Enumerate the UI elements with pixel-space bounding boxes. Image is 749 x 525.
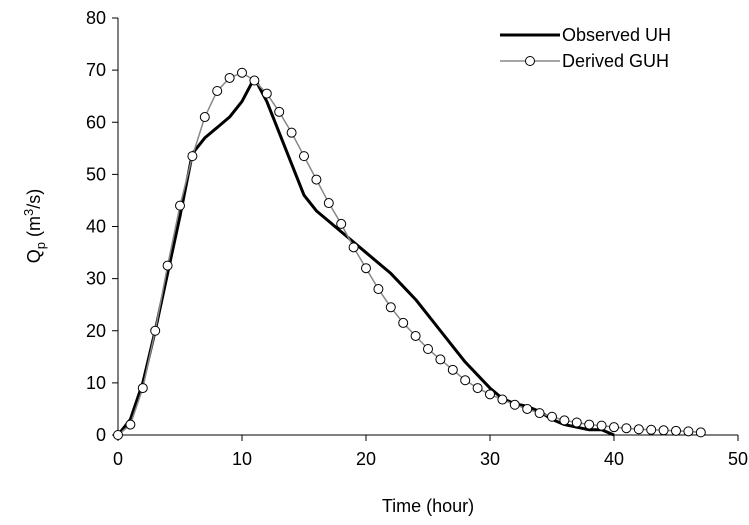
data-point bbox=[212, 85, 223, 96]
data-point bbox=[373, 284, 384, 295]
y-label-sub: p bbox=[33, 242, 48, 249]
y-label-part: /s) bbox=[24, 189, 44, 209]
data-point bbox=[150, 325, 161, 336]
data-point bbox=[249, 75, 260, 86]
data-point bbox=[237, 67, 247, 78]
data-point bbox=[621, 423, 632, 434]
x-tick-label: 20 bbox=[356, 449, 376, 469]
data-point bbox=[509, 399, 520, 410]
x-tick-label: 10 bbox=[232, 449, 252, 469]
y-tick-label: 80 bbox=[86, 8, 106, 28]
data-point bbox=[398, 317, 409, 328]
data-point bbox=[286, 127, 297, 138]
data-point bbox=[596, 420, 607, 431]
legend-label: Observed UH bbox=[562, 25, 671, 45]
y-tick-label: 40 bbox=[86, 217, 106, 237]
x-tick-label: 0 bbox=[113, 449, 123, 469]
x-tick-label: 50 bbox=[728, 449, 748, 469]
data-point bbox=[348, 242, 359, 253]
series-line bbox=[116, 76, 615, 437]
data-point bbox=[224, 72, 235, 83]
legend-marker bbox=[525, 56, 535, 66]
x-axis-label: Time (hour) bbox=[382, 496, 474, 516]
data-point bbox=[646, 424, 657, 435]
data-point bbox=[609, 422, 619, 433]
data-point bbox=[485, 389, 495, 400]
data-point bbox=[547, 411, 557, 422]
data-point bbox=[534, 408, 545, 419]
y-tick-label: 70 bbox=[86, 60, 106, 80]
y-tick-label: 30 bbox=[86, 269, 106, 289]
data-point bbox=[175, 200, 185, 211]
series-line bbox=[117, 71, 701, 436]
data-point bbox=[658, 425, 669, 436]
y-tick-label: 10 bbox=[86, 373, 106, 393]
data-point bbox=[274, 106, 285, 117]
data-point bbox=[435, 354, 446, 365]
data-point bbox=[385, 302, 396, 313]
data-point bbox=[584, 419, 595, 430]
data-point bbox=[472, 383, 483, 394]
x-tick-label: 30 bbox=[480, 449, 500, 469]
data-point bbox=[311, 174, 322, 185]
data-point bbox=[125, 419, 136, 430]
data-point bbox=[199, 112, 210, 123]
data-point bbox=[113, 430, 123, 440]
data-point bbox=[460, 375, 471, 386]
data-point bbox=[633, 424, 644, 435]
data-point bbox=[261, 88, 272, 99]
data-point bbox=[137, 383, 148, 394]
data-point bbox=[671, 425, 681, 436]
data-point bbox=[410, 330, 421, 341]
y-tick-label: 20 bbox=[86, 321, 106, 341]
y-tick-label: 50 bbox=[86, 164, 106, 184]
data-point bbox=[497, 394, 508, 405]
data-point bbox=[299, 151, 309, 162]
data-point bbox=[187, 151, 198, 162]
data-point bbox=[323, 198, 334, 209]
y-label-sup: 3 bbox=[21, 209, 36, 216]
y-tick-label: 60 bbox=[86, 112, 106, 132]
data-point bbox=[683, 426, 694, 437]
y-tick-label: 0 bbox=[96, 425, 106, 445]
data-point bbox=[361, 263, 371, 274]
legend-label: Derived GUH bbox=[562, 51, 669, 71]
data-point bbox=[559, 415, 570, 426]
data-point bbox=[695, 427, 706, 438]
y-label-part: Q bbox=[24, 249, 44, 263]
data-point bbox=[571, 417, 582, 428]
data-point bbox=[522, 403, 533, 414]
y-axis-label: Qp (m3/s) bbox=[21, 189, 48, 263]
data-point bbox=[162, 260, 173, 271]
data-point bbox=[447, 364, 458, 375]
y-label-part: (m bbox=[24, 216, 44, 242]
data-point bbox=[336, 218, 347, 229]
data-point bbox=[423, 343, 433, 354]
x-tick-label: 40 bbox=[604, 449, 624, 469]
